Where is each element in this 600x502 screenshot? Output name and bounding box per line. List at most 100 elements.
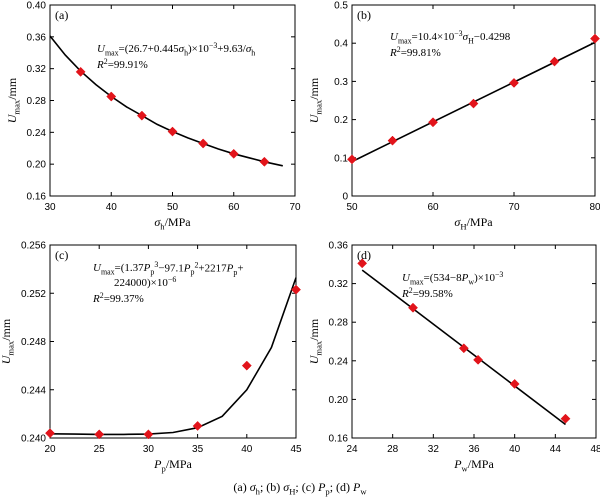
y-axis-label: Umax/mm (307, 77, 324, 123)
data-point (428, 117, 438, 128)
x-tick-label: 40 (106, 202, 118, 213)
y-axis-label: Umax/mm (307, 318, 324, 364)
figure: 30 40 50 60 700.160.200.240.280.320.360.40(a… (0, 1, 600, 474)
data-point (167, 126, 178, 137)
caption-text: (a) σh; (b) σH; (c) Pp; (d) Pw (233, 480, 367, 497)
data-point (347, 154, 357, 165)
x-tick-label: 80 (589, 202, 600, 213)
data-point (509, 77, 519, 88)
x-tick-label: 40 (241, 444, 253, 455)
y-tick-label: 0.16 (27, 192, 47, 203)
y-tick-label: 0.28 (329, 318, 349, 329)
fit-equation: Umax=(26.7+0.445σh)×10−3+9.63/σh (97, 41, 255, 57)
data-point (106, 91, 117, 102)
y-tick-label: 0.40 (27, 1, 47, 12)
x-tick-label: 30 (44, 202, 56, 213)
x-tick-label: 50 (167, 202, 179, 213)
plot-frame (49, 4, 296, 197)
y-tick-label: 0.240 (21, 434, 46, 445)
x-tick-label: 32 (428, 444, 440, 455)
y-tick-label: 0.24 (27, 128, 47, 139)
x-axis-label: σh/MPa (154, 215, 191, 232)
data-point (228, 148, 239, 159)
y-tick-label: 0.28 (27, 96, 47, 107)
x-tick-label: 60 (228, 202, 240, 213)
x-tick-label: 70 (289, 202, 301, 213)
fit-curve (49, 35, 283, 167)
x-axis-label: σH/MPa (454, 215, 493, 232)
data-point (192, 420, 203, 431)
r-squared: R2=99.37% (92, 291, 144, 305)
y-tick-label: 0.2 (334, 115, 348, 126)
y-tick-label: 0.1 (334, 153, 348, 164)
x-tick-label: 40 (509, 444, 521, 455)
y-tick-label: 0.244 (21, 385, 46, 396)
y-tick-label: 0.32 (27, 64, 47, 75)
y-tick-label: 0 (342, 192, 348, 203)
x-tick-label: 60 (427, 202, 439, 213)
x-tick-label: 28 (387, 444, 399, 455)
x-tick-label: 48 (590, 444, 600, 455)
panel-label: (c) (55, 248, 68, 262)
y-tick-label: 0.20 (27, 160, 47, 171)
data-point (468, 98, 479, 109)
data-point (387, 135, 398, 146)
chart-panel-b: 50 60 70 80 0 0.1 0.2 0.3 0.4 0.5 (b) Umax=10.4×10−… (307, 1, 600, 232)
y-tick-label: 0.5 (334, 1, 348, 12)
data-point (136, 110, 147, 121)
y-tick-label: 0.20 (329, 395, 349, 406)
y-tick-label: 0.32 (329, 279, 349, 290)
data-point (408, 302, 418, 313)
x-tick-label: 30 (143, 444, 155, 455)
data-point (198, 138, 209, 149)
data-point (549, 56, 560, 67)
data-point (458, 343, 469, 354)
plot-frame (351, 4, 596, 197)
data-point (473, 354, 484, 365)
y-tick-label: 0.36 (329, 241, 349, 252)
chart-panel-a: 30 40 50 60 70 0.16 0.20 0.24 0.28 0.32 0.36 0.40 (a… (5, 1, 301, 232)
r-squared: R2=99.58% (401, 286, 453, 300)
fit-equation: Umax=(534−8Pw)×10−3 (402, 270, 503, 286)
y-axis-label: Umax/mm (5, 77, 22, 123)
x-tick-label: 24 (346, 444, 358, 455)
y-tick-label: 0.16 (329, 434, 349, 445)
y-tick-label: 0.256 (21, 241, 46, 252)
fit-equation-line1: Umax=(1.37Pp3−97.1Pp2+2217Pp+ (93, 260, 244, 277)
x-axis-label: Pw/MPa (453, 457, 494, 474)
panel-label: (a) (55, 8, 68, 22)
x-tick-label: 20 (44, 444, 56, 455)
data-point (143, 429, 154, 440)
y-tick-label: 0.4 (334, 39, 348, 50)
panel-label: (b) (357, 8, 371, 22)
y-tick-label: 0.252 (21, 289, 46, 300)
x-tick-label: 44 (550, 444, 562, 455)
data-point (259, 156, 270, 167)
fit-equation-line2: 224000)×10−6 (114, 275, 176, 289)
y-axis-label: Umax/mm (0, 318, 16, 364)
y-tick-label: 0.3 (334, 77, 348, 88)
data-point (75, 66, 86, 77)
data-point (241, 360, 252, 371)
y-tick-label: 0.24 (329, 356, 349, 367)
data-point (560, 413, 571, 424)
x-tick-label: 36 (468, 444, 480, 455)
chart-panel-c: 20 25 30 35 40 45 0.240 0.244 0.248 0.252 0.256 (c)… (0, 241, 302, 474)
chart-panel-d: 24 28 32 36 40 44 48 0.16 0.20 0.24 0.28 0.32 0.36 (d… (307, 241, 600, 474)
data-point (45, 428, 55, 439)
x-tick-label: 25 (94, 444, 106, 455)
fit-equation: Umax=10.4×10−3σH−0.4298 (390, 29, 511, 45)
x-tick-label: 70 (508, 202, 520, 213)
data-point (94, 429, 105, 440)
data-point (590, 33, 600, 44)
r-squared: R2=99.91% (96, 57, 148, 71)
data-point (357, 258, 368, 269)
figure-caption: (a) σh; (b) σH; (c) Pp; (d) Pw (0, 478, 600, 502)
y-tick-label: 0.248 (21, 337, 46, 348)
data-point (291, 284, 301, 295)
x-tick-label: 50 (346, 202, 358, 213)
y-tick-label: 0.36 (27, 32, 47, 43)
x-tick-label: 45 (290, 444, 302, 455)
fit-curve (49, 277, 297, 436)
data-point (509, 379, 520, 389)
